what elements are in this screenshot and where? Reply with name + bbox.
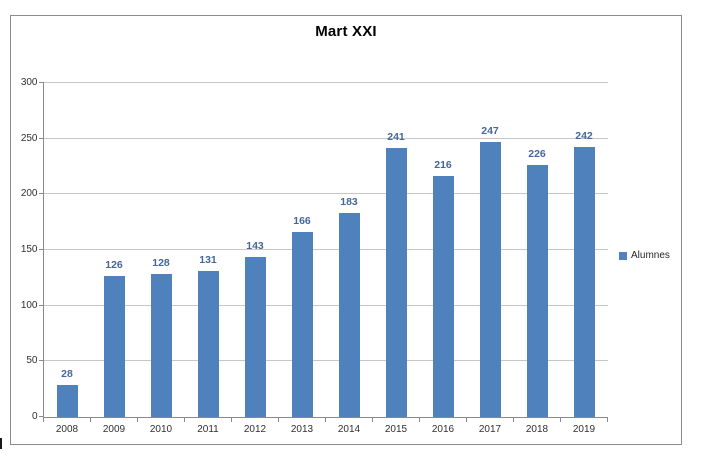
x-tick-label: 2009 (102, 423, 126, 435)
y-tick-label: 150 (20, 244, 38, 255)
bar-value-label: 226 (528, 147, 546, 160)
bar-value-label: 28 (61, 368, 73, 381)
x-tick-label: 2018 (525, 423, 549, 435)
bar-value-label: 247 (481, 124, 499, 137)
y-axis-tick (38, 193, 44, 195)
y-tick-label: 100 (20, 299, 38, 311)
x-axis-tick (419, 416, 420, 422)
y-axis-tick (38, 249, 44, 250)
bar-2011[interactable] (197, 270, 219, 417)
bar-value-label: 216 (434, 159, 452, 172)
legend-swatch-icon (619, 251, 627, 260)
legend-label: Alumnes (631, 250, 670, 261)
gridline (43, 193, 608, 195)
x-axis-tick (513, 416, 514, 422)
bar-2015[interactable] (385, 148, 407, 417)
bar-value-label: 126 (105, 259, 123, 272)
y-tick-label: 250 (20, 132, 38, 144)
y-axis-tick (38, 137, 44, 139)
y-tick-label: 300 (20, 77, 38, 88)
x-axis-tick (137, 416, 138, 422)
y-axis-tick (38, 304, 44, 306)
bar-value-label: 242 (575, 130, 593, 143)
x-axis-tick (90, 416, 91, 422)
bar-2009[interactable] (103, 276, 125, 417)
gridline (43, 360, 608, 362)
y-tick-label: 50 (26, 355, 38, 367)
x-tick-label: 2014 (337, 423, 361, 435)
cell-cursor-artifact (0, 438, 2, 449)
bar-2012[interactable] (244, 257, 266, 417)
y-tick-label: 0 (31, 411, 38, 422)
x-tick-label: 2013 (290, 423, 314, 435)
x-axis-tick (560, 416, 561, 422)
x-tick-label: 2016 (431, 423, 455, 435)
bar-value-label: 131 (199, 253, 217, 266)
bar-2008[interactable] (56, 385, 78, 417)
plot-area[interactable]: 0 50 100 150 200 250 300 28 2008 126 2009 128 2010 13… (21, 77, 608, 435)
bar-2016[interactable] (432, 176, 454, 417)
y-axis-tick (38, 360, 44, 362)
bar-2017[interactable] (479, 141, 501, 417)
legend[interactable]: Alumnes (619, 250, 670, 261)
y-tick-label: 200 (20, 188, 38, 200)
bar-value-label: 241 (387, 131, 405, 144)
chart-area[interactable]: Mart XXI 0 50 100 150 200 250 300 28 2008 126 2009… (10, 15, 682, 445)
x-tick-label: 2008 (55, 423, 79, 435)
x-axis-tick (325, 416, 326, 422)
x-axis-tick (278, 416, 279, 422)
x-tick-label: 2012 (243, 423, 267, 435)
gridline (43, 249, 608, 250)
bar-value-label: 183 (340, 195, 358, 208)
bar-value-label: 128 (152, 256, 170, 269)
chart-title[interactable]: Mart XXI (315, 23, 377, 40)
bar-2019[interactable] (573, 147, 595, 417)
y-axis-tick (38, 416, 44, 417)
bar-2010[interactable] (150, 274, 172, 417)
x-axis-tick (43, 416, 44, 422)
bar-value-label: 143 (246, 240, 264, 253)
x-axis-tick (607, 416, 608, 422)
gridline (43, 82, 608, 83)
x-axis-tick (184, 416, 185, 422)
x-tick-label: 2011 (197, 423, 219, 435)
gridline (43, 137, 608, 139)
x-tick-label: 2015 (384, 423, 408, 435)
x-tick-label: 2010 (149, 423, 173, 435)
x-tick-label: 2017 (478, 423, 502, 435)
x-tick-label: 2019 (572, 423, 596, 435)
y-axis-tick (38, 82, 44, 83)
gridline (43, 304, 608, 306)
bar-value-label: 166 (293, 214, 311, 227)
x-axis-tick (466, 416, 467, 422)
x-axis-tick (231, 416, 232, 422)
bar-2018[interactable] (526, 164, 548, 417)
bar-2013[interactable] (291, 231, 313, 417)
bar-2014[interactable] (338, 212, 360, 417)
x-axis-tick (372, 416, 373, 422)
